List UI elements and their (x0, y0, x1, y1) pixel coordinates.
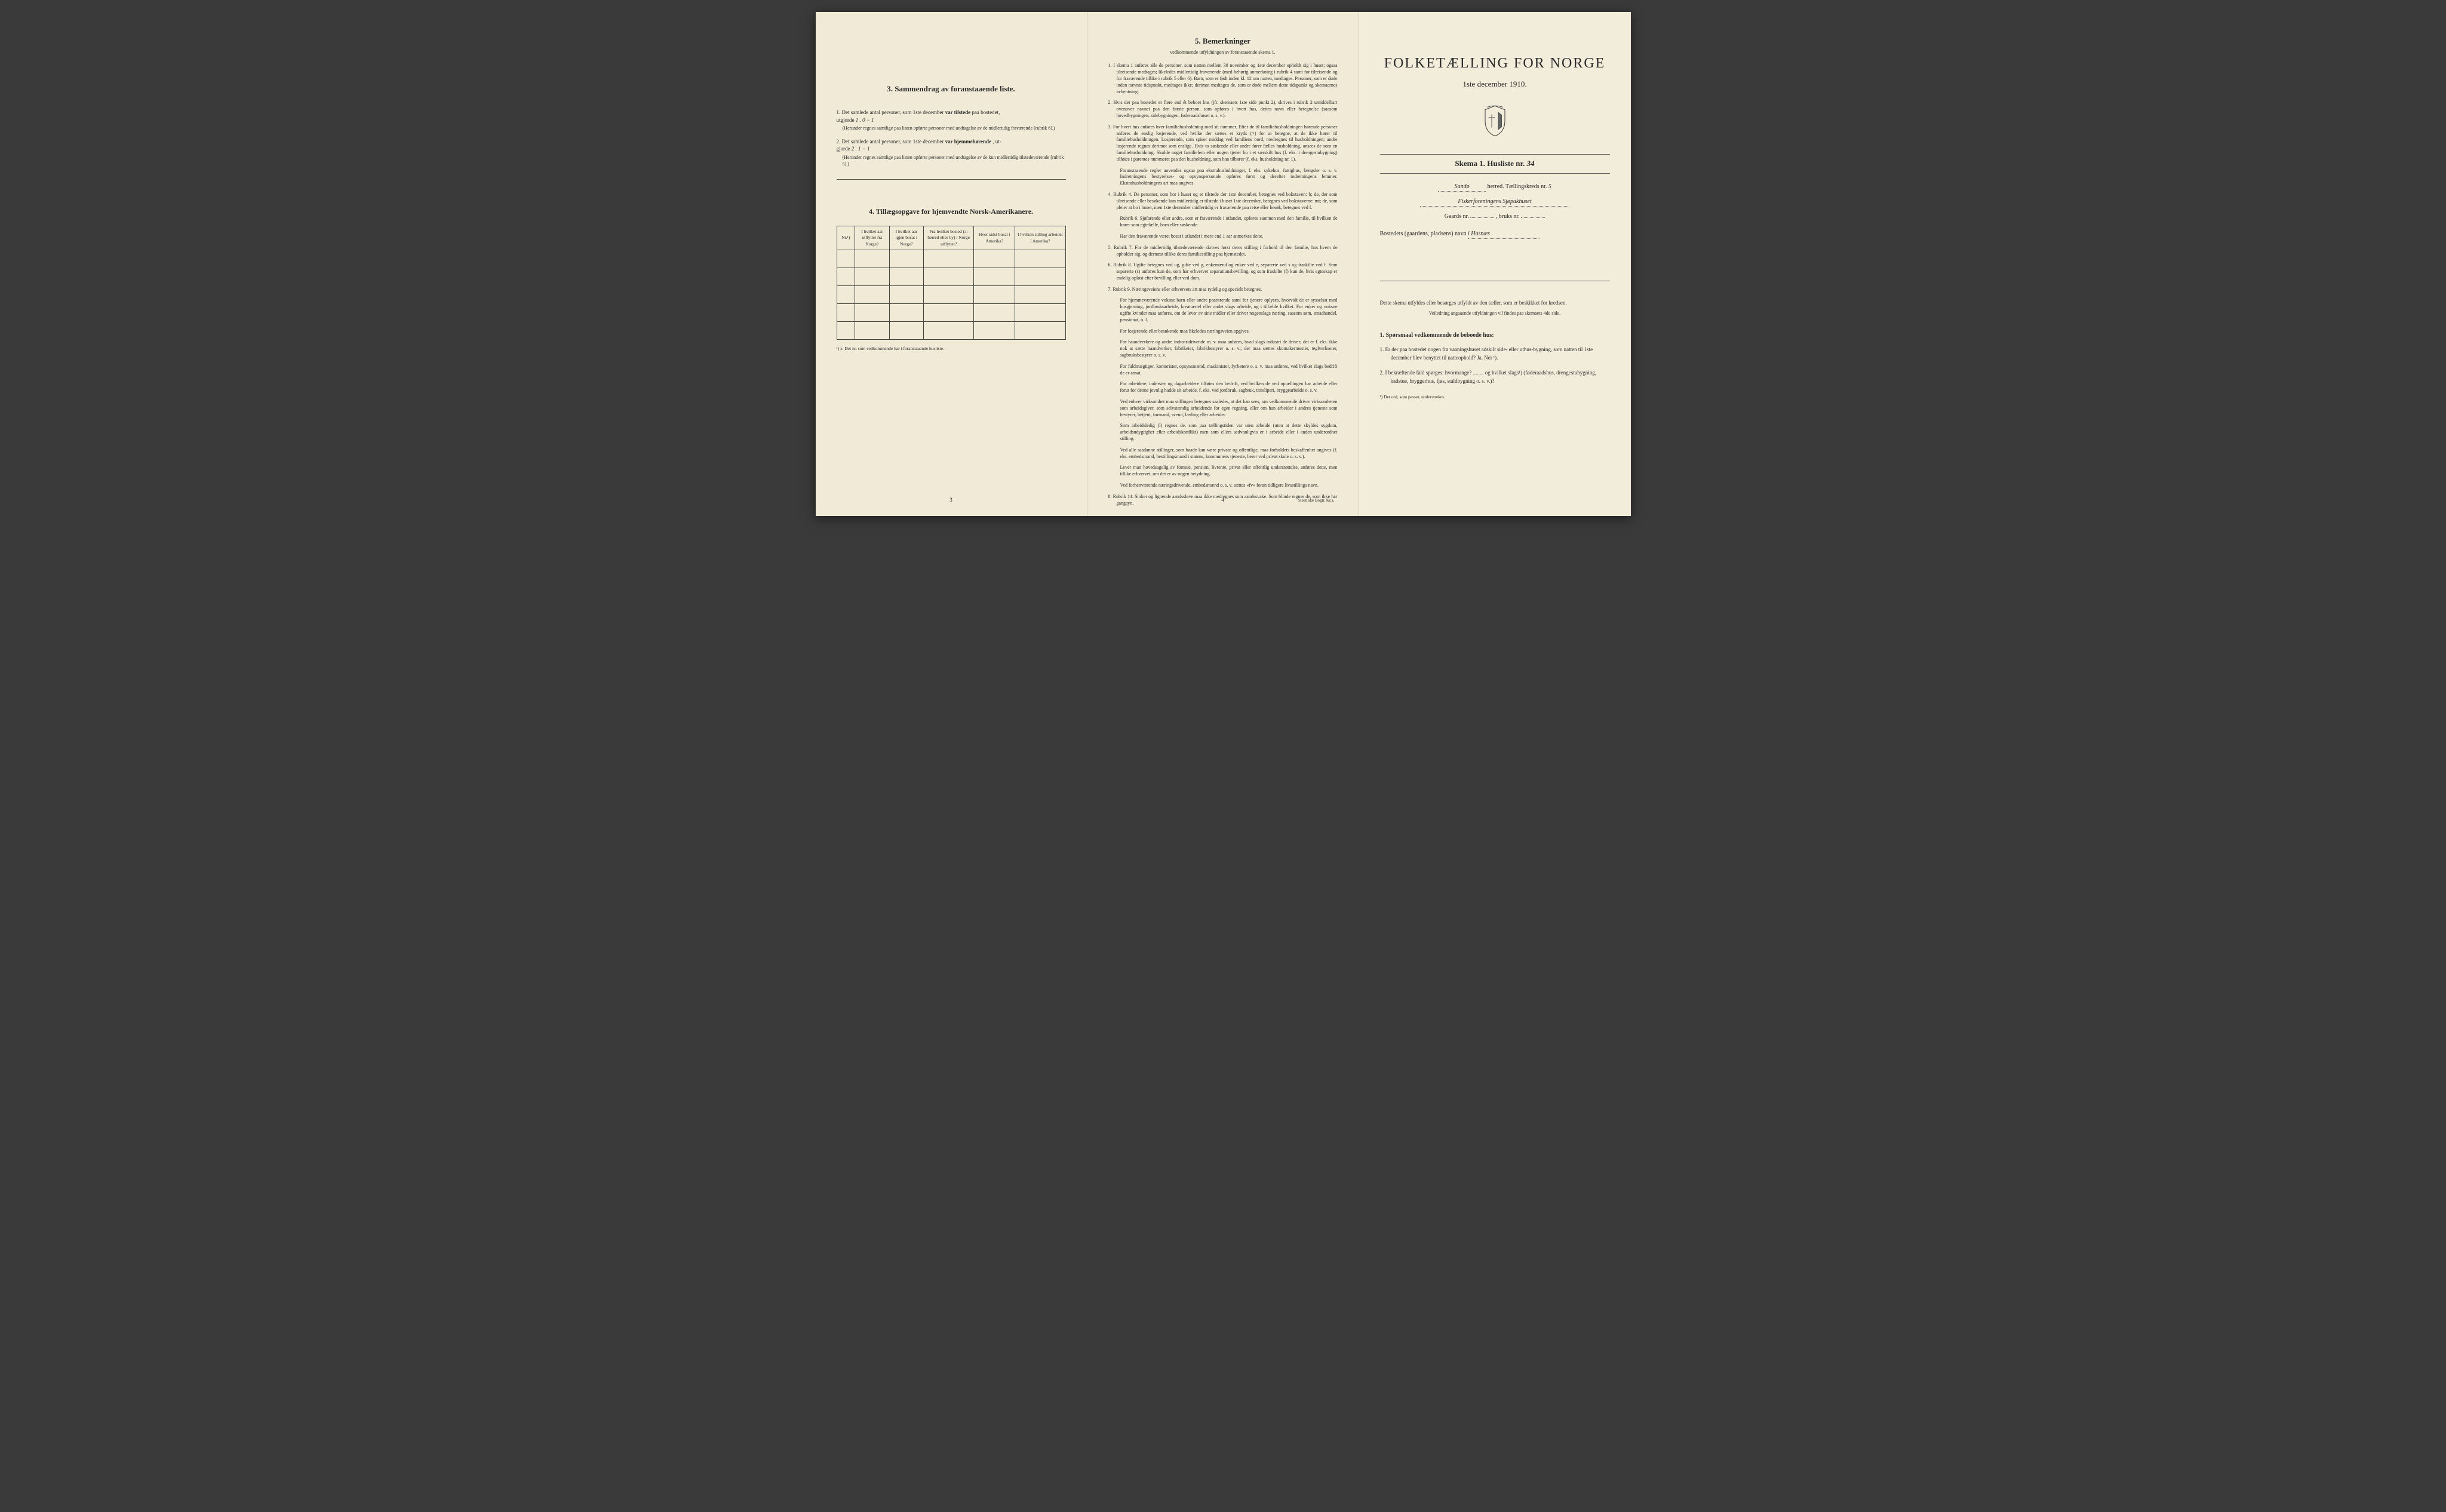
remark-4-sub2: Har den fraværende været bosat i utlande… (1108, 233, 1338, 240)
kreds-nr: 5 (1548, 183, 1551, 190)
remark-4-sub1: Rubrik 6. Sjøfarende eller andre, som er… (1108, 216, 1338, 229)
remark-5: 5. Rubrik 7. For de midlertidig tilstede… (1108, 245, 1338, 258)
bosted-name: i Husnæs (1468, 230, 1539, 239)
remark-3: 3. For hvert hus anføres hver familiehus… (1108, 124, 1338, 163)
table-row (837, 322, 1065, 340)
remark-7-sub3: For haandverkere og andre industridriven… (1108, 339, 1338, 358)
question-1: 1. Er der paa bostedet nogen fra vaaning… (1380, 346, 1610, 362)
remark-7-sub7: Som arbeidsledig (l) regnes de, som paa … (1108, 423, 1338, 442)
table-row (837, 268, 1065, 286)
herred-name: Sandø (1438, 183, 1486, 192)
th-from: Fra hvilket bosted (ɔ: herred eller by) … (924, 226, 974, 250)
page-cover: FOLKETÆLLING FOR NORGE 1ste december 191… (1359, 12, 1631, 516)
page-4: 5. Bemerkninger vedkommende utfyldningen… (1087, 12, 1359, 516)
remark-7-sub5: For arbeidere, inderster og dagarbeidere… (1108, 381, 1338, 394)
right-footnote: ¹) Det ord, som passer, understrekes. (1380, 394, 1610, 401)
bosted-line: Bostedets (gaardens, pladsens) navn i Hu… (1380, 230, 1610, 239)
questions: 1. Spørsmaal vedkommende de beboede hus:… (1380, 331, 1610, 385)
remark-6: 6. Rubrik 8. Ugifte betegnes ved ug, gif… (1108, 262, 1338, 281)
summary-item-2: 2. Det samlede antal personer, som 1ste … (837, 138, 1066, 168)
census-title: FOLKETÆLLING FOR NORGE (1380, 54, 1610, 74)
th-job: I hvilken stilling arbeidet i Amerika? (1015, 226, 1065, 250)
remark-2: 2. Hvis der paa bostedet er flere end ét… (1108, 100, 1338, 119)
skema-header: Skema 1. Husliste nr. 34 (1380, 154, 1610, 173)
q-title: 1. Spørsmaal vedkommende de beboede hus: (1380, 331, 1610, 340)
husliste-nr: 34 (1527, 159, 1535, 168)
th-nr: Nr.¹) (837, 226, 855, 250)
herred-line: Sandø herred. Tællingskreds nr. 5 (1380, 183, 1610, 192)
gaards-line: Gaards nr. , bruks nr. (1380, 213, 1610, 221)
table-row (837, 286, 1065, 304)
census-date: 1ste december 1910. (1380, 79, 1610, 90)
instructions: Dette skema utfyldes eller besørges utfy… (1380, 299, 1610, 308)
remark-7-sub2: For losjerende eller besøkende maa likel… (1108, 328, 1338, 335)
th-year-back: I hvilket aar igjen bosat i Norge? (889, 226, 923, 250)
remark-1: 1. I skema 1 anføres alle de personer, s… (1108, 63, 1338, 95)
section3-title: 3. Sammendrag av foranstaaende liste. (837, 84, 1066, 94)
remark-7-sub6: Ved enhver virksomhet maa stillingen bet… (1108, 399, 1338, 418)
th-year-out: I hvilket aar utflyttet fra Norge? (855, 226, 889, 250)
page-3: 3. Sammendrag av foranstaaende liste. 1.… (816, 12, 1087, 516)
handwritten-count-1: 1 . 0 − 1 (856, 117, 874, 123)
coat-of-arms-icon (1380, 105, 1610, 140)
remark-7-sub4: For fuldmægtiger, kontorister, opsynsmæn… (1108, 364, 1338, 377)
handwritten-count-2: 2 . 1 − 1 (852, 146, 870, 152)
question-2: 2. I bekræftende fald spørges: hvormange… (1380, 369, 1610, 385)
th-where: Hvor sidst bosat i Amerika? (974, 226, 1015, 250)
table-row (837, 304, 1065, 322)
page-number: 3 (949, 496, 952, 504)
remark-4: 4. Rubrik 4. De personer, som bor i huse… (1108, 192, 1338, 211)
remark-7-sub10: Ved forhenværende næringsdrivende, embed… (1108, 483, 1338, 489)
table-row (837, 250, 1065, 268)
summary-item-1: 1. Det samlede antal personer, som 1ste … (837, 109, 1066, 131)
divider (837, 179, 1066, 180)
remark-7: 7. Rubrik 9. Næringsveiens eller erhverv… (1108, 287, 1338, 293)
line2: Fiskerforeningens Sjøpakhuset (1380, 198, 1610, 207)
americans-table: Nr.¹) I hvilket aar utflyttet fra Norge?… (837, 226, 1066, 340)
table-footnote: ¹) ɔ: Det nr. som vedkommende har i fora… (837, 346, 1066, 352)
section5-subtitle: vedkommende utfyldningen av foranstaaend… (1108, 49, 1338, 56)
remark-7-sub9: Lever man hovedsagelig av formue, pensio… (1108, 465, 1338, 478)
remark-7-sub1: For hjemmeværende voksne barn eller andr… (1108, 297, 1338, 323)
instructions-sub: Veiledning angaaende utfyldningen vil fi… (1380, 310, 1610, 316)
remark-7-sub8: Ved alle saadanne stillinger, som baade … (1108, 447, 1338, 460)
remark-3-sub: Foranstaaende regler anvendes ogsaa paa … (1108, 168, 1338, 187)
document-spread: 3. Sammendrag av foranstaaende liste. 1.… (816, 12, 1631, 516)
line2-text: Fiskerforeningens Sjøpakhuset (1420, 198, 1569, 207)
printer-mark: Steen'ske Bogtr. Kr.a. (1298, 498, 1335, 504)
section4-title: 4. Tillægsopgave for hjemvendte Norsk-Am… (837, 207, 1066, 217)
page-number: 4 (1221, 496, 1224, 504)
section5-title: 5. Bemerkninger (1108, 36, 1338, 47)
